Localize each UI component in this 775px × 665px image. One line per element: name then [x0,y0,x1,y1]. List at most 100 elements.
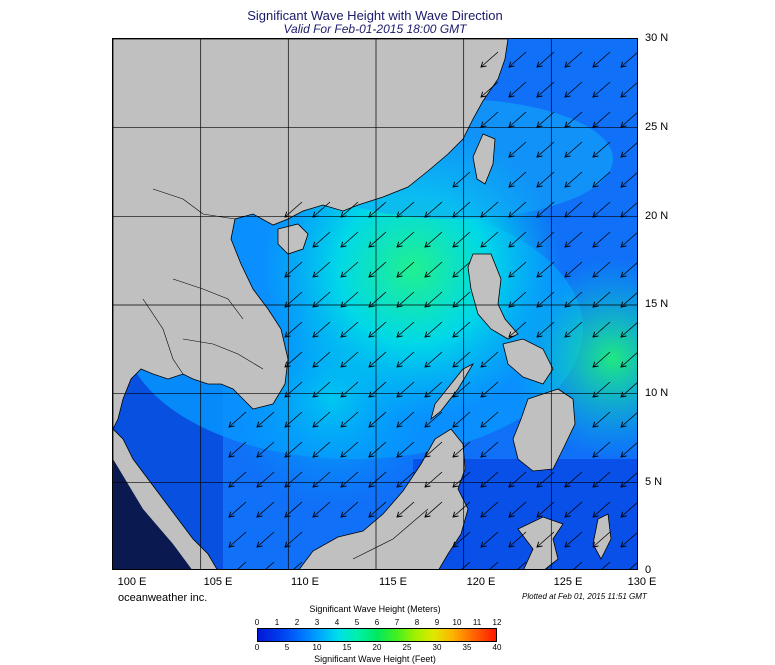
map-subtitle: Valid For Feb-01-2015 18:00 GMT [283,22,467,36]
wave-direction-arrow [285,531,303,547]
land-palawan [430,363,475,421]
wave-direction-arrow [257,531,275,547]
wave-direction-arrow [565,111,583,127]
lat-label-0: 0 [645,564,652,576]
credit-text: oceanweather inc. [118,592,208,604]
wave-direction-arrow [425,351,443,367]
lat-label-5n: 5 N [645,476,663,488]
legend-feet-tick: 25 [402,643,412,652]
wave-direction-arrow [313,351,331,367]
land-mindanao [512,388,576,472]
wave-direction-arrows [229,51,637,569]
wave-direction-arrow [257,471,275,487]
wave-direction-arrow [313,321,331,337]
wave-direction-arrow [453,351,471,367]
wave-direction-arrow [621,82,637,97]
wave-direction-arrow [369,321,387,337]
wave-direction-arrow [425,441,443,457]
wave-direction-arrow [425,201,443,217]
wave-direction-arrow [621,472,637,487]
wave-direction-arrow [537,171,555,187]
wave-direction-arrow [425,411,443,427]
wave-direction-arrow [621,202,637,217]
wave-direction-arrow [229,411,247,427]
wave-direction-arrow [369,261,387,277]
wave-direction-arrow [509,471,527,487]
wave-direction-arrow [285,471,303,487]
wave-direction-arrow [565,141,583,157]
wave-direction-arrow [565,261,583,277]
wave-direction-arrow [593,351,611,367]
wave-direction-arrow [593,231,611,247]
wave-direction-arrow [397,291,415,307]
wave-direction-arrow [509,111,527,127]
legend-feet-tick: 15 [342,643,352,652]
wave-direction-arrow [453,411,471,427]
legend-meters-tick: 0 [254,618,260,627]
legend-feet-title: Significant Wave Height (Feet) [314,654,436,664]
land-visayas [502,338,554,385]
wave-direction-arrow [341,501,359,517]
wave-direction-arrow [425,321,443,337]
legend-meters-tick: 7 [394,618,400,627]
wave-direction-arrow [621,112,637,127]
wave-direction-arrow [341,231,359,247]
wave-direction-arrow [397,351,415,367]
wave-direction-arrow [313,411,331,427]
wave-direction-arrow [341,351,359,367]
lon-label-115e: 115 E [379,576,407,588]
wave-direction-arrow [537,531,555,547]
lon-label-105e: 105 E [203,576,233,588]
wave-direction-arrow [425,231,443,247]
wave-direction-arrow [369,441,387,457]
legend-feet-tick: 0 [254,643,260,652]
wave-direction-arrow [369,381,387,397]
wave-direction-arrow [509,231,527,247]
wave-direction-arrow [229,501,247,517]
wave-direction-arrow [565,201,583,217]
wave-direction-arrow [565,321,583,337]
legend-meters-tick: 8 [414,618,420,627]
wave-direction-arrow [537,471,555,487]
wave-direction-arrow [509,51,527,67]
wave-direction-arrow [593,441,611,457]
wave-direction-arrow [397,501,415,517]
lat-label-15n: 15 N [645,298,669,310]
wave-direction-arrow [545,561,555,569]
lon-label-130e: 130 E [627,576,657,588]
wave-direction-arrow [285,291,303,307]
wave-direction-arrow [621,142,637,157]
wave-direction-arrow [517,561,527,569]
wave-direction-arrow [565,501,583,517]
wave-direction-arrow [509,171,527,187]
wave-direction-arrow [509,81,527,97]
wave-height-map [112,38,638,570]
land-borneo [299,428,469,569]
map-title: Significant Wave Height with Wave Direct… [247,8,503,23]
legend-meters-tick: 5 [354,618,360,627]
legend-meters-tick: 2 [294,618,300,627]
wave-direction-arrow [397,381,415,397]
wave-direction-arrow [621,52,637,67]
wave-direction-arrow [481,531,499,547]
wave-direction-arrow [621,442,637,457]
wave-direction-arrow [313,471,331,487]
wave-direction-arrow [565,531,583,547]
wave-direction-arrow [397,441,415,457]
wave-direction-arrow [481,441,499,457]
wave-direction-arrow [509,141,527,157]
wave-direction-arrow [229,471,247,487]
wave-direction-arrow [481,501,499,517]
wave-direction-arrow [565,81,583,97]
wave-direction-arrow [425,471,443,487]
wave-direction-arrow [313,381,331,397]
wave-direction-arrow [509,291,527,307]
wave-direction-arrow [481,51,499,67]
wave-direction-arrow [593,501,611,517]
wave-direction-arrow [621,262,637,277]
wave-direction-arrow [481,381,499,397]
legend-feet-tick: 35 [462,643,472,652]
wave-direction-arrow [593,381,611,397]
wave-direction-arrow [425,381,443,397]
wave-direction-arrow [313,201,331,217]
